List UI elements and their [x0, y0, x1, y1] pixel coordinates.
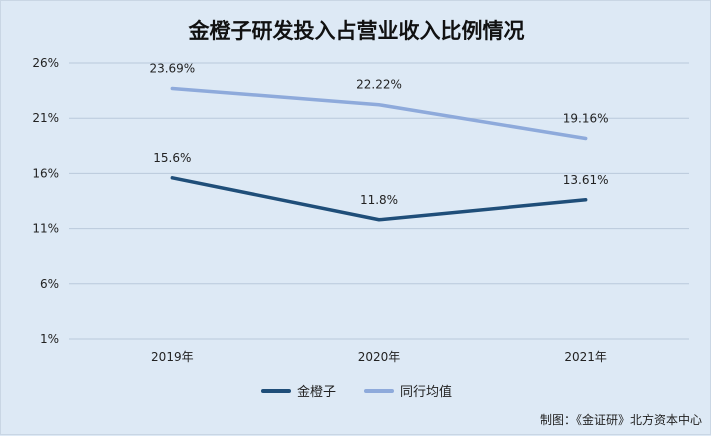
data-label: 22.22%: [356, 78, 402, 92]
source-credit: 制图：《金证研》北方资本中心: [539, 413, 702, 427]
y-tick-label: 1%: [40, 332, 59, 346]
chart-title: 金橙子研发投入占营业收入比例情况: [188, 19, 525, 43]
series-line-2: [170, 86, 588, 141]
legend-item-series-1: 金橙子: [260, 381, 336, 400]
x-tick-label: 2019年: [151, 350, 194, 364]
data-label: 15.6%: [153, 151, 191, 165]
x-tick-label: 2020年: [358, 350, 401, 364]
legend-item-series-2: 同行均值: [364, 381, 452, 400]
legend-label-series-1: 金橙子: [296, 385, 336, 400]
y-tick-label: 11%: [32, 222, 59, 236]
y-tick-label: 21%: [32, 111, 59, 125]
data-label: 13.61%: [563, 173, 609, 187]
legend-swatch-series-1: [260, 388, 291, 393]
data-label: 19.16%: [563, 112, 609, 126]
data-label: 23.69%: [149, 62, 195, 76]
legend-swatch-series-2: [364, 388, 394, 393]
data-label: 11.8%: [360, 193, 398, 207]
y-tick-label: 6%: [40, 277, 59, 291]
y-tick-label: 16%: [32, 166, 59, 180]
y-tick-label: 26%: [32, 56, 59, 70]
legend: 金橙子 同行均值: [1, 381, 711, 400]
x-tick-label: 2021年: [564, 350, 607, 364]
series-line-1: [170, 176, 588, 222]
legend-label-series-2: 同行均值: [400, 385, 453, 400]
